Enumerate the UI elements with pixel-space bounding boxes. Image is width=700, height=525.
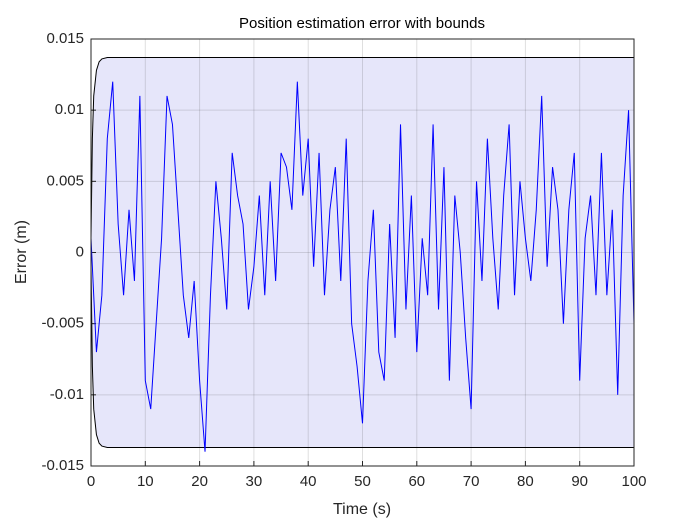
chart-title: Position estimation error with bounds xyxy=(239,15,485,32)
upper-bound xyxy=(90,57,634,239)
x-axis-label: Time (s) xyxy=(333,501,391,518)
x-tick-label: 20 xyxy=(191,473,208,490)
y-tick-label: -0.015 xyxy=(41,457,84,474)
x-tick-label: 0 xyxy=(87,473,95,490)
y-tick-label: 0 xyxy=(76,243,84,260)
x-tick-label: 100 xyxy=(621,473,646,490)
y-axis-label: Error (m) xyxy=(13,220,30,284)
axes-box xyxy=(90,38,635,467)
x-tick-label: 90 xyxy=(571,473,588,490)
y-tick-label: -0.01 xyxy=(50,386,84,403)
x-tick-label: 70 xyxy=(463,473,480,490)
y-tick-label: 0.015 xyxy=(46,30,84,47)
bounds-area xyxy=(91,57,634,448)
lower-bound xyxy=(90,266,634,448)
y-tick-label: 0.01 xyxy=(55,101,84,118)
x-tick-label: 60 xyxy=(408,473,425,490)
x-tick-label: 50 xyxy=(354,473,371,490)
y-tick-label: 0.005 xyxy=(46,172,84,189)
x-tick-label: 40 xyxy=(300,473,317,490)
x-tick-label: 80 xyxy=(517,473,534,490)
x-tick-label: 10 xyxy=(137,473,154,490)
error-line xyxy=(90,81,635,452)
x-tick-label: 30 xyxy=(246,473,263,490)
y-tick-label: -0.005 xyxy=(41,315,84,332)
